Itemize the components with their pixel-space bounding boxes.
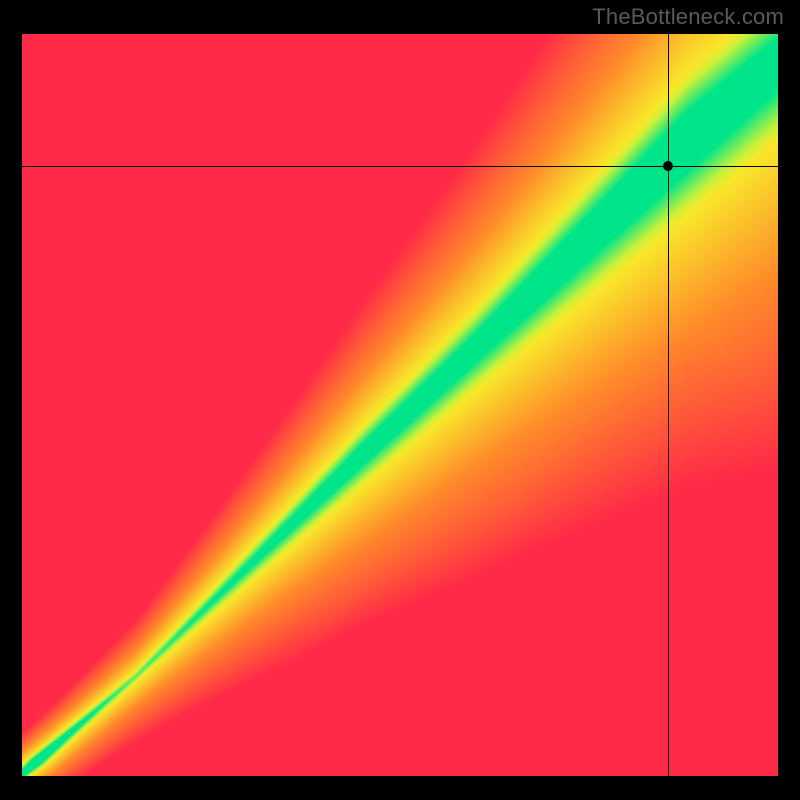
- watermark-label: TheBottleneck.com: [592, 4, 784, 30]
- crosshair-vertical: [668, 34, 669, 776]
- heatmap-canvas: [22, 34, 778, 776]
- heatmap-plot: [22, 34, 778, 776]
- selection-marker: [663, 161, 673, 171]
